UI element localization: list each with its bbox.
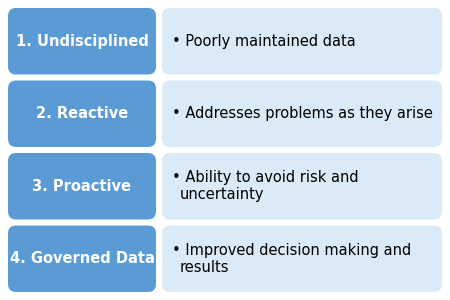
Text: • Addresses problems as they arise: • Addresses problems as they arise bbox=[172, 106, 433, 121]
FancyBboxPatch shape bbox=[8, 153, 156, 220]
Text: results: results bbox=[180, 260, 230, 275]
Text: • Poorly maintained data: • Poorly maintained data bbox=[172, 34, 356, 49]
FancyBboxPatch shape bbox=[8, 226, 156, 292]
Text: uncertainty: uncertainty bbox=[180, 188, 265, 202]
FancyBboxPatch shape bbox=[162, 80, 442, 147]
Text: 3. Proactive: 3. Proactive bbox=[32, 179, 131, 194]
FancyBboxPatch shape bbox=[8, 80, 156, 147]
FancyBboxPatch shape bbox=[162, 226, 442, 292]
FancyBboxPatch shape bbox=[8, 8, 156, 74]
FancyBboxPatch shape bbox=[162, 153, 442, 220]
Text: 1. Undisciplined: 1. Undisciplined bbox=[16, 34, 149, 49]
Text: 2. Reactive: 2. Reactive bbox=[36, 106, 128, 121]
Text: • Improved decision making and: • Improved decision making and bbox=[172, 243, 411, 258]
FancyBboxPatch shape bbox=[162, 8, 442, 74]
Text: • Ability to avoid risk and: • Ability to avoid risk and bbox=[172, 170, 359, 185]
Text: 4. Governed Data: 4. Governed Data bbox=[9, 251, 154, 266]
